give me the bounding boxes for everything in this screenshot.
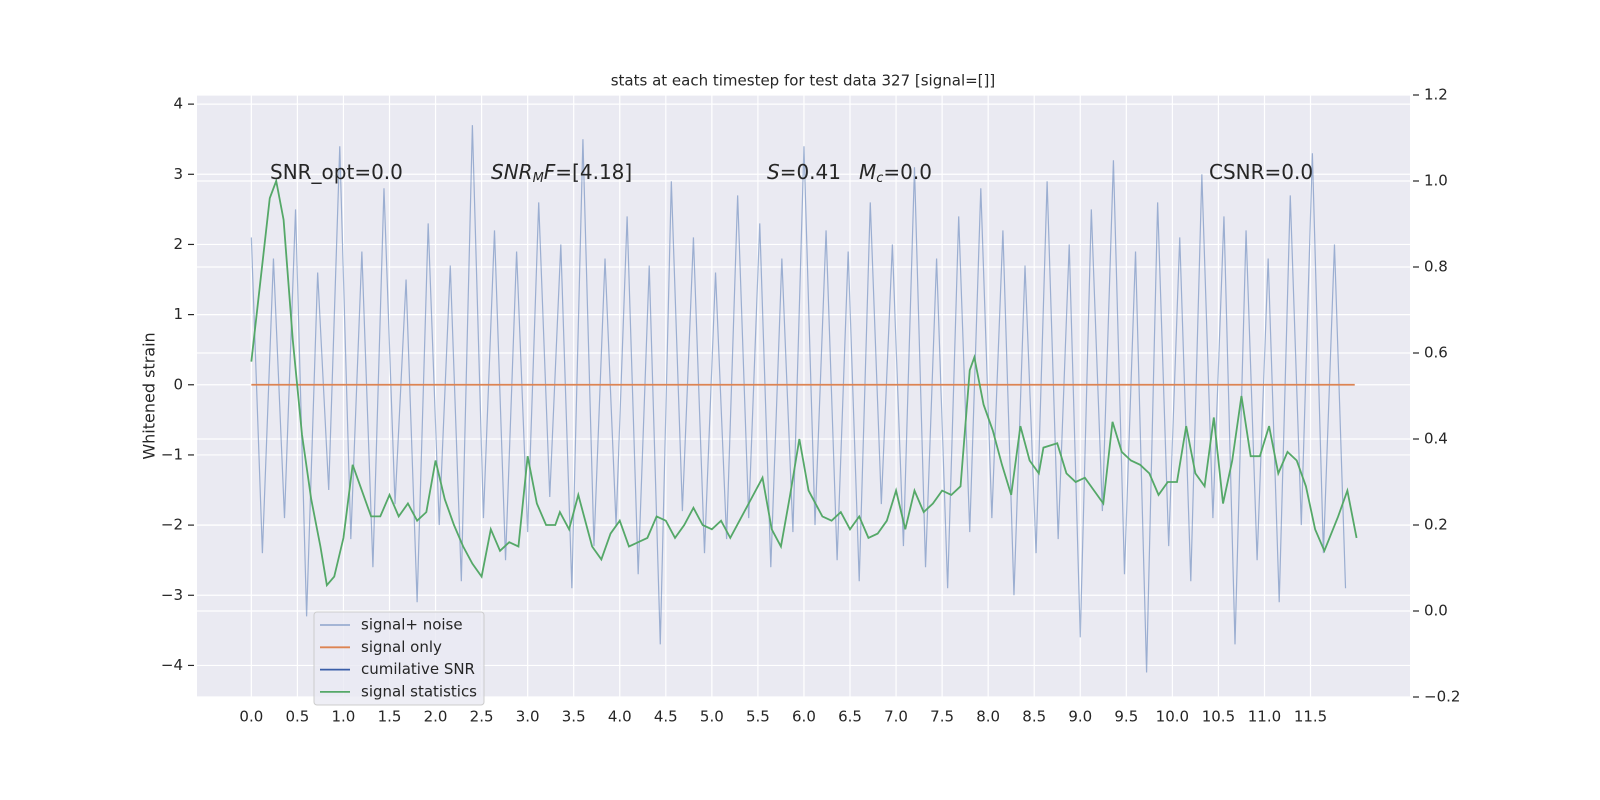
- x-tick-label: 9.0: [1068, 708, 1092, 726]
- annotation: Mc=0.0: [859, 160, 932, 186]
- annotation-part: S: [767, 160, 780, 184]
- y2-tick-label: 1.2: [1424, 86, 1448, 104]
- y2-tick-label: 0.0: [1424, 602, 1448, 620]
- y2-tick-label: 0.2: [1424, 516, 1448, 534]
- x-tick-label: 1.0: [332, 708, 356, 726]
- x-tick-label: 1.5: [378, 708, 402, 726]
- annotation: CSNR=0.0: [1209, 160, 1313, 184]
- x-tick-label: 9.5: [1114, 708, 1138, 726]
- x-tick-label: 4.5: [654, 708, 678, 726]
- x-tick-label: 11.0: [1248, 708, 1281, 726]
- y2-tick-label: 0.8: [1424, 258, 1448, 276]
- annotation-part: =0.0: [883, 160, 932, 184]
- y-tick-label: 2: [173, 235, 183, 253]
- annotation-part: =0.41: [780, 160, 841, 184]
- y2-tick-label: 0.6: [1424, 344, 1448, 362]
- x-tick-label: 10.5: [1202, 708, 1235, 726]
- annotation-part: c: [876, 171, 883, 186]
- y-axis-label: Whitened strain: [140, 332, 159, 459]
- annotation: SNR_opt=0.0: [270, 160, 403, 184]
- y2-tick-label: 0.4: [1424, 430, 1448, 448]
- x-tick-label: 2.0: [424, 708, 448, 726]
- annotation-part: M: [533, 171, 544, 186]
- x-tick-label: 10.0: [1156, 708, 1189, 726]
- y-tick-label: −4: [161, 656, 183, 674]
- annotation-part: =[4.18]: [555, 160, 632, 184]
- annotation: SNRMF=[4.18]: [491, 160, 632, 186]
- x-tick-label: 6.5: [838, 708, 862, 726]
- series-line: [250, 125, 1347, 673]
- chart-title: stats at each timestep for test data 327…: [611, 72, 996, 90]
- annotation-part: SNR: [491, 160, 533, 184]
- x-tick-label: 7.0: [884, 708, 908, 726]
- x-tick-label: 5.0: [700, 708, 724, 726]
- annotation: S=0.41: [767, 160, 841, 184]
- y-tick-label: −2: [161, 516, 183, 534]
- x-tick-label: 4.0: [608, 708, 632, 726]
- y-tick-label: 0: [173, 375, 183, 393]
- annotation-part: CSNR=0.0: [1209, 160, 1313, 184]
- series-line: [250, 177, 1358, 588]
- x-tick-label: 11.5: [1294, 708, 1327, 726]
- legend-box: [313, 611, 485, 706]
- x-tick-label: 3.5: [562, 708, 586, 726]
- x-tick-label: 2.5: [470, 708, 494, 726]
- annotation-part: SNR_opt=0.0: [270, 160, 403, 184]
- x-tick-label: 8.5: [1022, 708, 1046, 726]
- annotation-part: F: [544, 160, 556, 184]
- x-tick-label: 6.0: [792, 708, 816, 726]
- legend-label: signal only: [361, 638, 442, 656]
- legend-label: cumilative SNR: [361, 660, 475, 678]
- y2-tick-label: 1.0: [1424, 172, 1448, 190]
- y-tick-label: −1: [161, 445, 183, 463]
- x-tick-label: 0.0: [239, 708, 263, 726]
- x-tick-label: 7.5: [930, 708, 954, 726]
- x-tick-label: 8.0: [976, 708, 1000, 726]
- y-tick-label: 4: [173, 95, 183, 113]
- legend-label: signal statistics: [361, 682, 477, 700]
- x-tick-label: 5.5: [746, 708, 770, 726]
- y-tick-label: 1: [173, 305, 183, 323]
- x-tick-label: 3.0: [516, 708, 540, 726]
- annotation-part: M: [859, 160, 876, 184]
- legend-label: signal+ noise: [361, 616, 463, 634]
- y2-tick-label: −0.2: [1424, 688, 1460, 706]
- y-tick-label: −3: [161, 586, 183, 604]
- y-tick-label: 3: [173, 165, 183, 183]
- x-tick-label: 0.5: [285, 708, 309, 726]
